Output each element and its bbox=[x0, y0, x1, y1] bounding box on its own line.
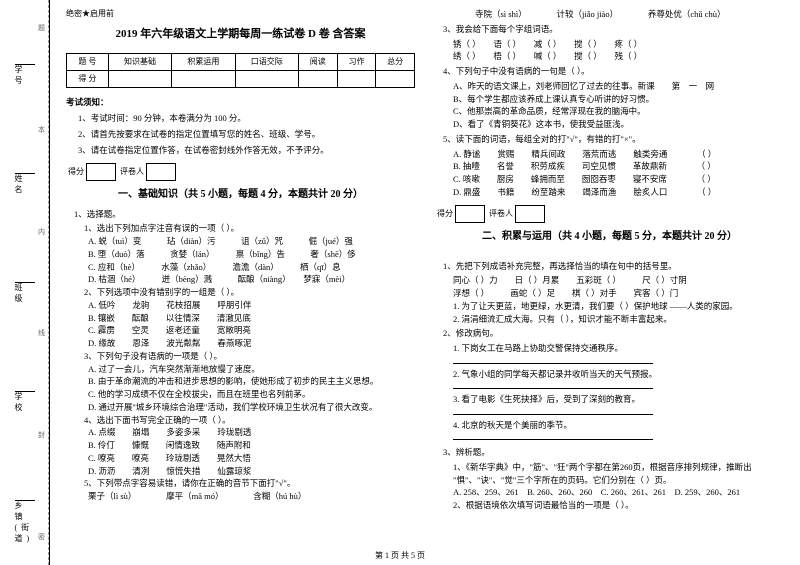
s2q3-1: 1、《新华字典》中，"筋"、"狂"两个字都在第260页，根据音序排列规律，推断出 bbox=[453, 461, 784, 474]
q1-2: 2、下列选项中没有错别字的一组是（ ）。 bbox=[84, 286, 415, 299]
s2q1-sub: 1. 为了让天更蓝，地更绿，水更清，我们要（ ）保护地球 ——人类的家园。 bbox=[453, 300, 784, 313]
dash-line bbox=[48, 0, 49, 565]
secret-label: 绝密★启用前 bbox=[66, 8, 415, 20]
margin-label: 学校 bbox=[15, 388, 35, 395]
list-item: 1、考试时间：90 分钟，本卷满分为 100 分。 bbox=[66, 112, 415, 125]
option: A. 点缀 崩塌 多姿多采 玲珑剔透 bbox=[88, 426, 415, 439]
option: B. 伶仃 慷慨 闲情逸致 随声附和 bbox=[88, 439, 415, 452]
s2q1-line: 浮想（ ） 画蛇（ ）足 棋（ ）对手 宾客（ ）门 bbox=[453, 287, 784, 300]
answer-line[interactable] bbox=[453, 355, 784, 368]
q1-5: 5、下列带点字容易读错，请你在正确的音节下面打"√"。 bbox=[84, 477, 415, 490]
content-area: 绝密★启用前 2019 年六年级语文上学期每周一练试卷 D 卷 含答案 题 号 … bbox=[50, 0, 800, 565]
table-row: 得 分 bbox=[67, 70, 415, 87]
option: D. 沥沥 清冽 惊慌失措 仙露琼浆 bbox=[88, 465, 415, 478]
q1-1: 1、选出下列加点字注音有误的一项（ ）。 bbox=[84, 222, 415, 235]
q3-line: 绣（ ） 梧（ ） 喊（ ） 搅（ ） 残（ ） bbox=[453, 50, 784, 63]
option: B. 堕（duò）落 贪婪（lán） 禀（bǐng）告 奢（shē）侈 bbox=[88, 248, 415, 261]
list-item: 3、请在试卷指定位置作答，在试卷密封线外作答无效，不予评分。 bbox=[66, 144, 415, 157]
right-column: 寺院（sì shì） 计较（jiǎo jiào） 养尊处优（chǔ chù） 3… bbox=[425, 8, 794, 557]
q1-4: 4、选出下面书写完全正确的一项（ ）。 bbox=[84, 414, 415, 427]
s2q2-sub: 2. 气象小组的同学每天都记录并收听当天的天气预报。 bbox=[453, 368, 784, 381]
pinyin-line: 寺院（sì shì） 计较（jiǎo jiào） 养尊处优（chǔ chù） bbox=[475, 8, 784, 21]
option: C. 他的学习成绩不仅在全校拔尖，而且在班里也名列前茅。 bbox=[88, 388, 415, 401]
notice-list: 1、考试时间：90 分钟，本卷满分为 100 分。 2、请首先按要求在试卷的指定… bbox=[66, 112, 415, 156]
q5: 5、读下面的词语，每组全对的打"√"，有错的打"×"。 bbox=[443, 133, 784, 146]
option: A. 静谧 赏赐 精兵间政 落荒而逃 触类旁通 （ ） bbox=[453, 148, 784, 161]
margin-label: 班级 bbox=[15, 279, 35, 286]
q1-5-line: 栗子（lì sù） 摩平（mā mó） 含糊（hú hù） bbox=[88, 490, 415, 503]
option: B. 由于革命潮流的冲击和进步思想的影响，使她形成了初步的民主主义思想。 bbox=[88, 375, 415, 388]
answer-line[interactable] bbox=[453, 380, 784, 393]
notice-heading: 考试须知： bbox=[66, 96, 415, 109]
page-footer: 第 1 页 共 5 页 bbox=[0, 550, 800, 561]
option: D. 枯涸（hé） 迸（bèng）溅 酝酿（niàng） 梦寐（mèi） bbox=[88, 273, 415, 286]
option: B、每个学生都应该养成上课认真专心听讲的好习惯。 bbox=[453, 93, 784, 106]
answer-line[interactable] bbox=[453, 406, 784, 419]
left-column: 绝密★启用前 2019 年六年级语文上学期每周一练试卷 D 卷 含答案 题 号 … bbox=[56, 8, 425, 557]
s2q2: 2、修改病句。 bbox=[443, 327, 784, 340]
option: D、看了《青铜葵花》这本书，使我受益匪浅。 bbox=[453, 118, 784, 131]
q3: 3、我会给下面每个字组词语。 bbox=[443, 23, 784, 36]
table-row: 题 号 知识基础 积累运用 口语交际 阅读 习作 总分 bbox=[67, 53, 415, 70]
q1-3: 3、下列句子没有语病的一项是（ ）。 bbox=[84, 350, 415, 363]
section2-title: 二、积累与运用（共 4 小题，每题 5 分，本题共计 20 分） bbox=[435, 229, 784, 244]
section1-title: 一、基础知识（共 5 小题，每题 4 分，本题共计 20 分） bbox=[66, 187, 415, 202]
margin-label: 学号 bbox=[15, 61, 35, 68]
option: A. 低吟 龙驹 花枝招展 呼朋引伴 bbox=[88, 299, 415, 312]
option: D. 鼎盛 书籍 纷至踏来 竭泽而渔 脍炙人口 （ ） bbox=[453, 186, 784, 199]
option: D. 缘故 恩泽 波光粼粼 春燕啄泥 bbox=[88, 337, 415, 350]
option: C. 咳嗽 厨房 蜂拥而至 囫囵吞枣 寝不安席 （ ） bbox=[453, 173, 784, 186]
s2q3-1opts: A. 258、259、261 B. 260、260、260 C. 260、261… bbox=[453, 486, 784, 499]
option: A. 过了一会儿，汽车突然渐渐地放慢了速度。 bbox=[88, 363, 415, 376]
list-item: 2、请首先按要求在试卷的指定位置填写您的姓名、班级、学号。 bbox=[66, 128, 415, 141]
s2q2-sub: 1. 下岗女工在马路上协助交警保持交通秩序。 bbox=[453, 342, 784, 355]
s2q1: 1、先把下列成语补充完整，再选择恰当的填在句中的括号里。 bbox=[443, 260, 784, 273]
option: B. 抽噎 名誉 积劳成疾 司空见惯 革故鼎新 （ ） bbox=[453, 160, 784, 173]
margin-label: 乡镇(街道) bbox=[15, 497, 35, 504]
option: B. 镶嵌 酝酿 以往情深 清澈见底 bbox=[88, 312, 415, 325]
margin-label: 姓名 bbox=[15, 170, 35, 177]
s2q3-1line: "惧"、"诀"、"觉"三个字所在的页码。它们分别在（ ）页。 bbox=[453, 474, 784, 487]
option: C、他那崇高的革命品质，经常浮现在我的脑海中。 bbox=[453, 105, 784, 118]
option: C. 应和（hè） 水藻（zhǎo） 澹澹（dàn） 栖（qī）息 bbox=[88, 261, 415, 274]
s2q2-sub: 3. 看了电影《生死抉择》后，受到了深刻的教育。 bbox=[453, 393, 784, 406]
option: A、昨天的语文课上，刘老师回忆了过去的往事。新课 第 一 网 bbox=[453, 80, 784, 93]
score-mini: 得分 评卷人 bbox=[66, 163, 415, 181]
q4: 4、下列句子中没有语病的一句是（ ）。 bbox=[443, 65, 784, 78]
q1: 1、选择题。 bbox=[74, 208, 415, 221]
s2q3-2: 2、根据语境依次填写词语最恰当的一项是（ ）。 bbox=[453, 499, 784, 512]
q3-line: 锈（ ） 语（ ） 减（ ） 搅（ ） 疼（ ） bbox=[453, 38, 784, 51]
seal-line-chars: 题 本 内 线 封 密 bbox=[38, 0, 45, 565]
s2q1-sub: 2. 涓涓细流汇成大海。只有（ ），知识才能不断丰富起来。 bbox=[453, 313, 784, 326]
s2q1-line: 同心（ ）力 日（ ）月累 五彩斑（ ） 尺（ ）寸阴 bbox=[453, 274, 784, 287]
s2q2-sub: 4. 北京的秋天是个美丽的季节。 bbox=[453, 419, 784, 432]
exam-title: 2019 年六年级语文上学期每周一练试卷 D 卷 含答案 bbox=[66, 26, 415, 43]
option: C. 霹雳 空灵 返老还童 宽敞明亮 bbox=[88, 324, 415, 337]
option: A. 蜕（tuì）变 玷（diàn）污 诅（zǔ）咒 倔（jué）强 bbox=[88, 235, 415, 248]
answer-line[interactable] bbox=[453, 431, 784, 444]
option: D. 通过开展"城乡环境综合治理"活动，我们学校环境卫生状况有了很大改变。 bbox=[88, 401, 415, 414]
score-table: 题 号 知识基础 积累运用 口语交际 阅读 习作 总分 得 分 bbox=[66, 53, 415, 88]
option: C. 嘹亮 嘹亮 玲珑剔透 晃然大悟 bbox=[88, 452, 415, 465]
score-mini: 得分 评卷人 bbox=[435, 205, 784, 223]
s2q3: 3、辨析题。 bbox=[443, 446, 784, 459]
